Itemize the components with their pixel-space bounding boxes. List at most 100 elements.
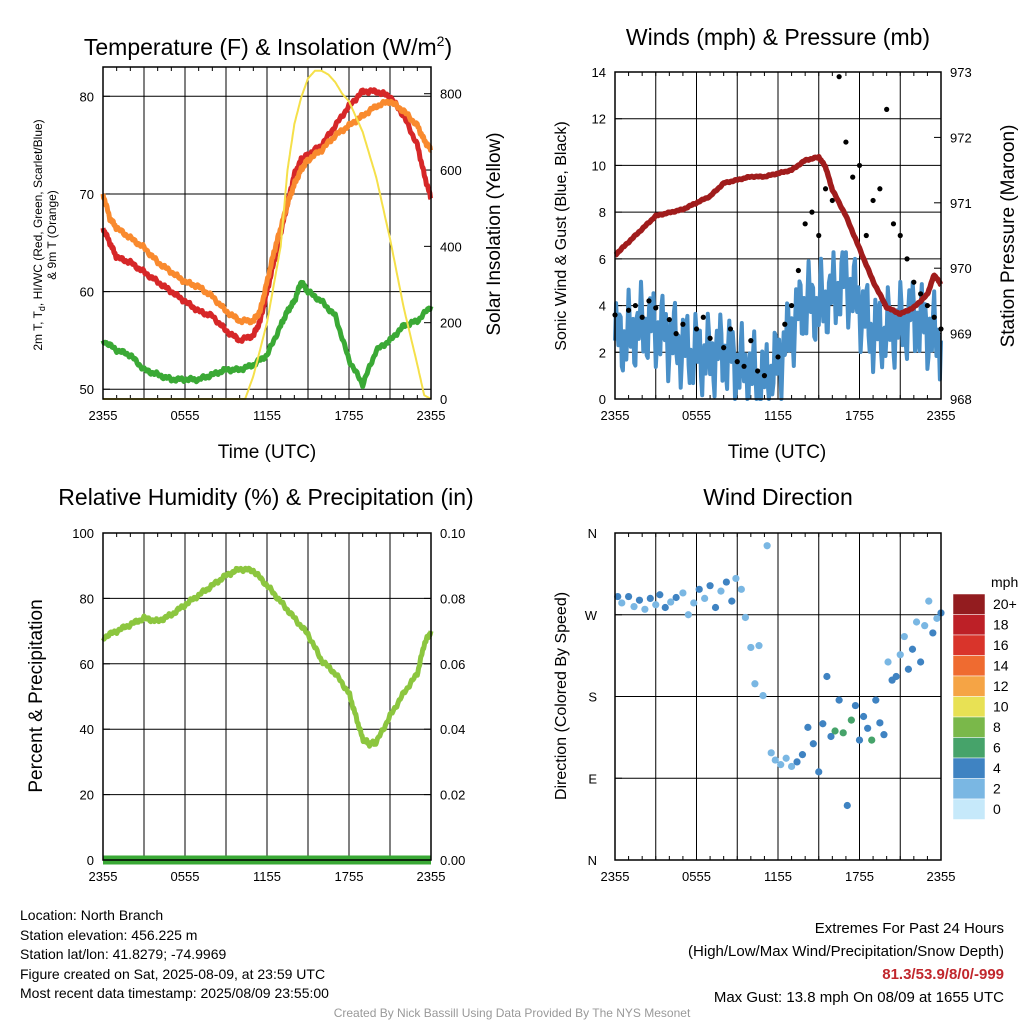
winds-y2label: Station Pressure (Maroon)	[998, 125, 1019, 348]
winds-series-gust-point	[748, 338, 754, 344]
winds-xtick-label: 0555	[682, 408, 711, 423]
winds-series-gust-point	[829, 197, 835, 204]
temperature-series-insolation	[103, 69, 432, 400]
temperature-axes: 2355 0555 1155 1755 235550607080020040060080…	[80, 67, 462, 423]
direction-point	[661, 603, 669, 612]
direction-xtick-label: 1155	[764, 869, 792, 884]
temperature-xtick-label: 2355	[417, 408, 446, 423]
speed-legend-label: 18	[993, 617, 1009, 633]
direction-point	[835, 696, 843, 704]
speed-legend: mph 20+ 18 16 14 12 10 8 6 4 2 0	[952, 574, 1018, 820]
winds-series-gust-point	[904, 256, 910, 262]
winds-frame	[614, 71, 942, 400]
winds-series-gust-point	[877, 186, 883, 192]
speed-legend-swatch	[952, 614, 986, 636]
winds-series-gust-point	[700, 314, 706, 320]
direction-point	[925, 597, 933, 605]
direction-frame	[614, 532, 942, 861]
winds-y2-tick-label: 969	[950, 327, 972, 342]
winds-series-gust-point	[870, 197, 876, 204]
direction-point	[711, 603, 720, 612]
humidity-xtick-label: 2355	[89, 869, 118, 884]
winds-title: Winds (mph) & Pressure (mb)	[626, 24, 930, 50]
speed-legend-swatch	[952, 737, 986, 759]
winds-series-gust-point	[836, 74, 842, 80]
speed-legend-label: 12	[993, 678, 1009, 694]
winds-series-gust-point	[625, 307, 632, 313]
direction-point	[679, 589, 687, 597]
winds-y-tick-label: 8	[599, 205, 606, 220]
temperature-y2-tick-label: 200	[440, 316, 462, 331]
direction-point	[872, 696, 880, 704]
direction-point	[747, 643, 755, 652]
temperature-ylabel-line1: 2m T, Td, HI/WC (Red, Green, Scarlet/Blu…	[31, 119, 47, 350]
winds-series-gust-point	[646, 298, 652, 304]
humidity-y2-tick-label: 0.06	[440, 657, 465, 672]
direction-title: Wind Direction	[703, 484, 853, 510]
direction-y-tick-label: E	[588, 771, 597, 786]
speed-legend-swatch	[952, 675, 986, 697]
direction-point	[851, 701, 860, 710]
speed-legend-swatch	[952, 593, 986, 615]
winds-series-gust-point	[639, 314, 645, 320]
speed-legend-label: 0	[993, 801, 1001, 817]
direction-point	[732, 574, 740, 583]
winds-y-tick-label: 2	[599, 345, 606, 360]
direction-xtick-label: 0555	[682, 869, 711, 884]
speed-legend-swatch	[952, 798, 986, 820]
direction-point	[771, 756, 779, 764]
temperature-y-tick-label: 50	[80, 382, 94, 397]
speed-legend-swatch	[952, 696, 986, 718]
humidity-series-relative-humidity	[100, 565, 434, 749]
winds-y-tick-label: 10	[592, 158, 606, 173]
humidity-ylabel: Percent & Precipitation	[26, 599, 47, 792]
humidity-frame	[102, 532, 432, 861]
direction-xtick-label: 1755	[845, 869, 874, 884]
direction-point	[656, 591, 664, 599]
direction-point	[767, 749, 775, 757]
winds-series-gust-point	[850, 174, 856, 180]
winds-series-gust-point	[761, 373, 768, 379]
direction-ylabel: Direction (Colored By Speed)	[553, 592, 570, 800]
extremes-values: 81.3/53.9/8/0/-999	[882, 966, 1004, 983]
direction-point	[847, 716, 855, 724]
direction-point	[933, 614, 941, 622]
direction-point	[618, 599, 626, 607]
temperature-frame	[102, 66, 432, 400]
winds-series-gust-point	[721, 345, 727, 351]
winds-y-tick-label: 6	[599, 252, 606, 267]
direction-point	[624, 592, 633, 601]
direction-y-tick-label: N	[588, 853, 597, 868]
humidity-y-tick-label: 20	[80, 788, 94, 803]
direction-point	[921, 622, 929, 630]
direction-point	[819, 720, 827, 728]
direction-point	[701, 594, 709, 603]
winds-xtick-label: 2355	[927, 408, 956, 423]
winds-series-gust-point	[693, 326, 700, 332]
direction-point	[695, 585, 703, 593]
speed-legend-label: 6	[993, 740, 1001, 756]
direction-point	[641, 605, 649, 613]
direction-point	[652, 601, 660, 609]
winds-series-gust-point	[734, 359, 740, 365]
direction-point	[793, 758, 801, 766]
station-info: Location: North Branch Station elevation…	[20, 906, 329, 1004]
direction-point	[777, 761, 785, 769]
humidity-y2-tick-label: 0.08	[440, 591, 465, 606]
speed-legend-label: 2	[993, 781, 1001, 797]
winds-series-gust-point	[755, 368, 761, 374]
direction-point	[823, 672, 831, 681]
winds-series-gust-point	[911, 279, 917, 285]
location-text: Location: North Branch	[20, 907, 164, 923]
direction-point	[787, 762, 796, 771]
direction-point	[859, 712, 868, 721]
temperature-y-tick-label: 80	[80, 89, 94, 104]
winds-series-sonic-wind	[613, 250, 943, 401]
winds-series-gust-point	[666, 316, 672, 323]
direction-point	[690, 599, 698, 607]
winds-series-gust-point	[924, 302, 931, 309]
humidity-y-tick-label: 0	[87, 853, 94, 868]
speed-legend-title: mph	[991, 574, 1018, 590]
winds-y-tick-label: 0	[599, 392, 606, 407]
